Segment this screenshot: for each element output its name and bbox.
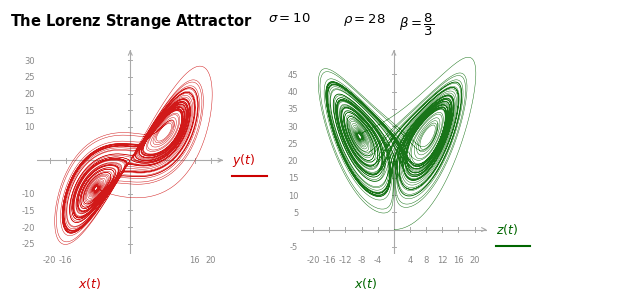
Text: $\rho = 28$: $\rho = 28$ xyxy=(343,12,386,28)
Text: $y(t)$: $y(t)$ xyxy=(233,152,256,169)
Text: $\bf{The\ Lorenz\ Strange\ Attractor}$: $\bf{The\ Lorenz\ Strange\ Attractor}$ xyxy=(10,12,252,31)
Text: $x(t)$: $x(t)$ xyxy=(354,276,378,291)
Text: $\sigma = 10$: $\sigma = 10$ xyxy=(268,12,311,25)
Text: $z(t)$: $z(t)$ xyxy=(496,222,519,237)
Text: $x(t)$: $x(t)$ xyxy=(78,276,101,291)
Text: $\beta = \dfrac{8}{3}$: $\beta = \dfrac{8}{3}$ xyxy=(399,12,434,38)
